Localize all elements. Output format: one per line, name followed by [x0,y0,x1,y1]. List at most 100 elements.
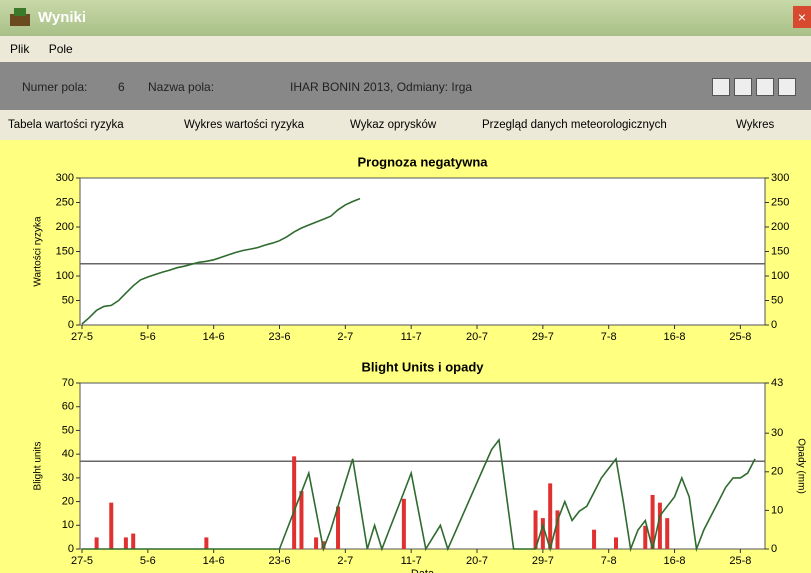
bar [401,498,406,549]
y2-tick-label: 100 [771,270,789,282]
x-tick-label: 11-7 [401,331,422,343]
bar [292,456,297,549]
bar [665,518,670,549]
nav-first[interactable] [712,78,730,96]
y-tick-label: 40 [62,448,74,460]
bar [336,506,341,549]
y-tick-label: 150 [56,245,74,257]
y2-tick-label: 43 [771,377,783,389]
field-number-label: Numer pola: [22,80,88,94]
x-tick-label: 7-8 [601,555,617,567]
plot-area [79,177,766,326]
x-axis-label: Data [411,568,435,573]
toolbar: Numer pola: 6 Nazwa pola: IHAR BONIN 201… [0,62,811,110]
menu-bar: Plik Pole [0,36,811,62]
x-tick-label: 16-8 [664,331,686,343]
tab[interactable]: Przegląd danych meteorologicznych [482,119,667,131]
y-axis-label: Wartości ryzyka [33,216,44,287]
x-tick-label: 25-8 [729,331,751,343]
y-tick-label: 0 [68,319,74,331]
field-name-label: Nazwa pola: [148,80,215,94]
y-axis-label: Blight units [33,442,44,491]
y-tick-label: 60 [62,401,74,413]
window-title: Wyniki [38,9,87,26]
y-tick-label: 20 [62,495,74,507]
y-tick-label: 200 [56,221,74,233]
x-tick-label: 5-6 [140,555,156,567]
x-tick-label: 2-7 [337,331,353,343]
y2-tick-label: 30 [771,427,783,439]
y2-tick-label: 50 [771,294,783,306]
y-tick-label: 30 [62,472,74,484]
bar [540,518,545,549]
y-tick-label: 50 [62,294,74,306]
y2-axis-label: Opady (mm) [795,438,806,494]
chart-title: Prognoza negatywna [357,154,488,169]
x-tick-label: 23-6 [268,555,290,567]
y-tick-label: 10 [62,519,74,531]
x-tick-label: 25-8 [729,555,751,567]
line [81,197,361,325]
x-tick-label: 20-7 [466,331,488,343]
bar [314,537,319,549]
chart-title: Blight Units i opady [361,359,484,374]
plot-area [79,382,766,550]
x-tick-label: 27-5 [71,331,93,343]
x-tick-label: 11-7 [401,555,422,567]
x-tick-label: 27-5 [71,555,93,567]
tab[interactable]: Wykres [736,119,775,131]
bar [555,510,560,549]
nav-next[interactable] [756,78,774,96]
x-tick-label: 23-6 [268,331,290,343]
y-tick-label: 0 [68,543,74,555]
bar [123,537,128,549]
app-icon [10,8,30,26]
bar [643,525,648,549]
field-name: IHAR BONIN 2013, Odmiany: Irga [290,80,473,94]
y-tick-label: 100 [56,270,74,282]
bar [533,510,538,549]
tab-bar: Tabela wartości ryzyka Wykres wartości r… [0,110,811,140]
bar [614,537,619,549]
y2-tick-label: 0 [771,543,777,555]
y2-tick-label: 300 [771,172,789,184]
bar [548,483,553,549]
y2-tick-label: 250 [771,196,789,208]
x-tick-label: 2-7 [337,555,353,567]
line [82,437,756,553]
field-number: 6 [118,80,125,94]
title-bar: Wyniki × [0,0,811,36]
y-tick-label: 70 [62,377,74,389]
nav-prev[interactable] [734,78,752,96]
y2-tick-label: 20 [771,466,783,478]
x-tick-label: 5-6 [140,331,156,343]
bar [204,537,209,549]
menu-item[interactable]: Plik [10,42,30,56]
x-tick-label: 29-7 [532,331,554,343]
y-tick-label: 250 [56,196,74,208]
bar [109,502,114,549]
x-tick-label: 14-6 [203,331,225,343]
x-tick-label: 16-8 [664,555,686,567]
x-tick-label: 20-7 [466,555,488,567]
tab[interactable]: Wykaz oprysków [350,119,437,131]
nav-last[interactable] [778,78,796,96]
y2-tick-label: 150 [771,245,789,257]
x-tick-label: 14-6 [203,555,225,567]
bar [299,491,304,549]
x-tick-label: 29-7 [532,555,554,567]
menu-item[interactable]: Pole [48,42,73,56]
bar [131,533,136,549]
y2-tick-label: 200 [771,221,789,233]
tab[interactable]: Wykres wartości ryzyka [184,119,305,131]
x-tick-label: 7-8 [601,331,617,343]
close-button[interactable]: × [793,6,811,28]
y-tick-label: 300 [56,172,74,184]
bar [650,494,655,549]
tab[interactable]: Tabela wartości ryzyka [8,119,124,131]
bar [592,529,597,549]
y2-tick-label: 10 [771,504,783,516]
bar [94,537,99,549]
